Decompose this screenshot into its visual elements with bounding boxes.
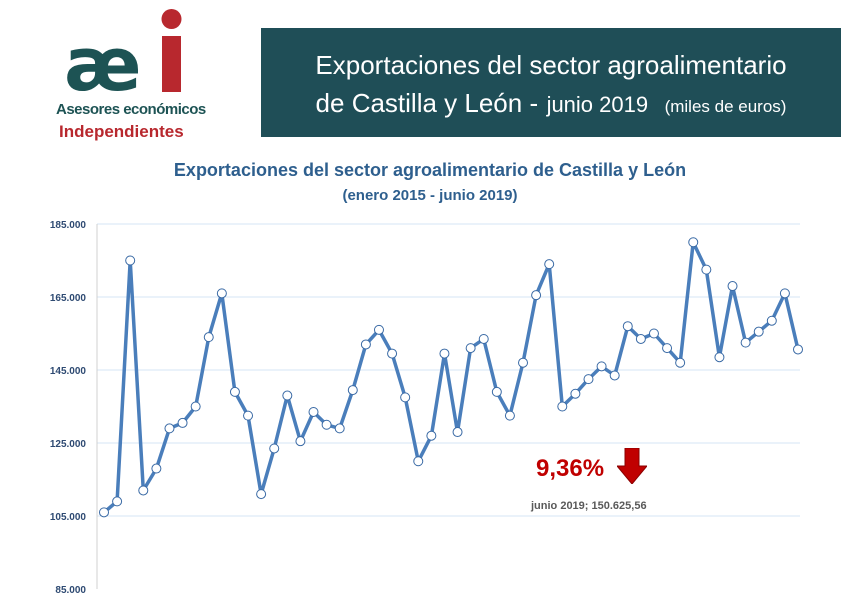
- data-point: [753, 326, 764, 337]
- data-point: [295, 436, 306, 447]
- data-point: [793, 344, 803, 355]
- data-point: [373, 324, 384, 335]
- data-point: [347, 385, 358, 396]
- data-point: [688, 237, 699, 248]
- data-point: [334, 423, 345, 434]
- data-point: [570, 388, 581, 399]
- data-point: [400, 392, 411, 403]
- header-banner: Exportaciones del sector agroalimentario…: [261, 28, 841, 137]
- data-point: [622, 321, 633, 332]
- data-point: [138, 485, 149, 496]
- y-axis-ticks: 85.000 105.000 125.000 145.000 165.000 185.00…: [50, 220, 87, 596]
- data-point: [151, 463, 162, 474]
- data-point: [282, 390, 293, 401]
- data-point: [557, 401, 568, 412]
- data-point: [727, 281, 738, 292]
- data-point: [583, 374, 594, 385]
- gridlines: [97, 223, 800, 517]
- data-point: [177, 417, 188, 428]
- data-points: [99, 237, 803, 518]
- data-point: [635, 333, 646, 344]
- data-point: [216, 288, 227, 299]
- data-point: [321, 419, 332, 430]
- aei-logo-icon: æ: [64, 9, 182, 100]
- data-point: [478, 333, 489, 344]
- y-tick-label: 165.000: [50, 293, 87, 304]
- y-tick-label: 145.000: [50, 366, 87, 377]
- data-point: [413, 456, 424, 467]
- banner-unit: (miles de euros): [664, 97, 787, 116]
- data-point: [308, 406, 319, 417]
- logo-mark-letters: æ: [64, 22, 142, 100]
- data-point: [465, 343, 476, 354]
- data-point: [740, 337, 751, 348]
- logo-tagline-2: Independientes: [59, 122, 184, 141]
- banner-date: junio 2019: [546, 92, 649, 117]
- chart-title: Exportaciones del sector agroalimentario…: [173, 160, 687, 180]
- data-point: [256, 489, 267, 500]
- data-point: [229, 386, 240, 397]
- y-tick-label: 125.000: [50, 439, 87, 450]
- logo-i-stem: [162, 36, 181, 92]
- data-point: [518, 357, 529, 368]
- data-point: [504, 410, 515, 421]
- data-point: [164, 423, 175, 434]
- data-point: [596, 361, 607, 372]
- data-point: [766, 315, 777, 326]
- banner-region: de Castilla y León -: [315, 88, 539, 118]
- data-point: [452, 427, 463, 438]
- banner-title-line2: de Castilla y León - junio 2019 (miles d…: [261, 88, 841, 119]
- y-tick-label: 85.000: [55, 585, 86, 596]
- data-point: [609, 370, 620, 381]
- chart-subtitle: (enero 2015 - junio 2019): [342, 187, 518, 204]
- change-percentage: 9,36%: [536, 455, 605, 482]
- logo-i-dot: [161, 9, 182, 29]
- data-point: [779, 288, 790, 299]
- data-point: [190, 401, 201, 412]
- data-point: [426, 430, 437, 441]
- data-point: [387, 348, 398, 359]
- banner-title-line1: Exportaciones del sector agroalimentario: [315, 50, 787, 80]
- data-point: [714, 352, 725, 363]
- data-point: [203, 332, 214, 343]
- down-arrow-icon: [617, 448, 647, 484]
- data-point: [269, 443, 280, 454]
- data-point: [675, 357, 686, 368]
- y-tick-label: 185.000: [50, 220, 87, 231]
- data-point: [701, 264, 712, 275]
- data-point: [662, 343, 673, 354]
- logo-tagline-1: Asesores económicos: [56, 101, 206, 118]
- company-logo: æ Asesores económicos Independientes: [56, 8, 226, 143]
- last-point-label: junio 2019; 150.625,56: [531, 500, 647, 512]
- data-point: [112, 496, 123, 507]
- data-point: [544, 259, 555, 270]
- data-point: [125, 255, 136, 266]
- data-point: [648, 328, 659, 339]
- series-line: [102, 240, 800, 515]
- data-point: [243, 410, 254, 421]
- y-tick-label: 105.000: [50, 512, 87, 523]
- data-point: [360, 339, 371, 350]
- data-point: [439, 348, 450, 359]
- data-point: [531, 290, 542, 301]
- data-point: [491, 386, 502, 397]
- data-point: [99, 507, 109, 518]
